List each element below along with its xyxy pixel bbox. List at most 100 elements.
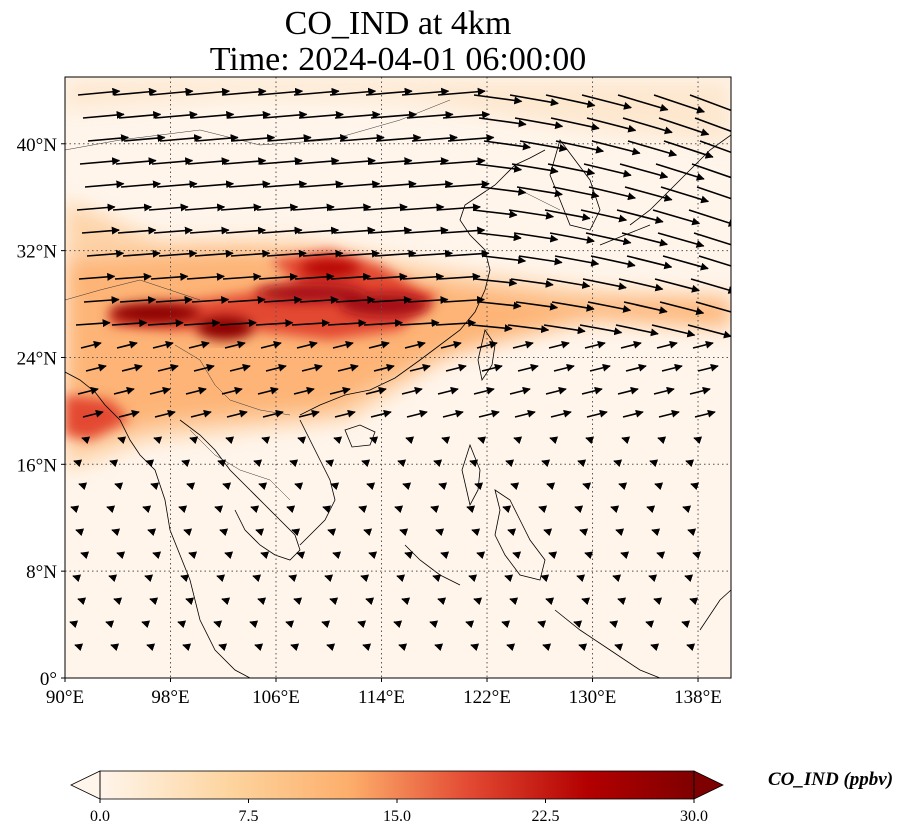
wind-arrow	[537, 620, 547, 629]
wind-arrow	[541, 459, 551, 468]
wind-arrow	[375, 134, 422, 142]
wind-arrow	[222, 482, 232, 491]
wind-arrow	[399, 319, 440, 328]
wind-arrow	[509, 597, 519, 606]
wind-arrow	[651, 324, 696, 338]
wind-arrow	[406, 110, 454, 119]
wind-arrow	[365, 386, 387, 395]
wind-arrow	[609, 620, 619, 629]
wind-arrow	[149, 87, 194, 96]
wind-arrow	[686, 643, 696, 652]
wind-arrow	[621, 232, 668, 247]
wind-arrow	[255, 528, 265, 537]
wind-arrow	[333, 436, 343, 445]
wind-arrow	[156, 180, 198, 189]
wind-arrow	[581, 597, 591, 606]
wind-arrow	[698, 255, 731, 267]
wind-arrow	[410, 249, 454, 258]
wind-arrow	[262, 110, 308, 119]
wind-arrow	[438, 482, 448, 491]
wind-arrow	[587, 301, 632, 313]
wind-arrow	[302, 249, 344, 258]
wind-arrow	[653, 386, 675, 395]
wind-arrow	[291, 319, 330, 328]
wind-arrow	[550, 409, 572, 418]
wind-arrow	[152, 551, 162, 560]
wind-arrow	[301, 363, 323, 372]
wind-arrow	[517, 363, 539, 372]
wind-arrow	[585, 436, 595, 445]
wind-arrow	[286, 505, 296, 514]
wind-arrow	[152, 340, 174, 349]
wind-arrow	[75, 319, 111, 328]
wind-arrow	[433, 459, 443, 468]
wind-arrow	[339, 134, 385, 142]
wind-arrow	[506, 643, 516, 652]
wind-arrow	[369, 436, 379, 445]
wind-arrow	[294, 482, 304, 491]
colorbar-min-extend	[70, 770, 101, 800]
wind-arrow	[403, 157, 449, 166]
wind-arrow	[612, 574, 622, 583]
wind-arrow	[150, 272, 189, 281]
wind-arrow	[219, 319, 257, 328]
wind-arrow	[149, 597, 159, 606]
wind-arrow	[213, 620, 223, 629]
wind-arrow	[694, 117, 731, 133]
wind-arrow	[362, 643, 372, 652]
wind-arrow	[470, 643, 480, 652]
wind-arrow	[436, 203, 481, 212]
colorbar-tick-label: 15.0	[383, 808, 411, 825]
wind-arrow	[119, 296, 157, 304]
wind-arrow	[299, 295, 339, 304]
wind-arrow	[78, 272, 116, 281]
wind-arrow	[290, 643, 300, 652]
wind-arrow	[615, 528, 625, 537]
wind-arrow	[260, 551, 270, 560]
wind-arrow	[581, 386, 603, 395]
wind-arrow	[478, 117, 527, 128]
wind-arrow	[682, 505, 692, 514]
wind-arrow	[295, 157, 340, 166]
wind-arrow	[262, 409, 284, 418]
wind-arrow	[441, 436, 451, 445]
wind-arrow	[321, 620, 331, 629]
wind-arrow	[371, 295, 412, 304]
wind-arrow	[181, 459, 191, 468]
wind-arrow	[588, 186, 636, 201]
wind-arrow	[661, 363, 683, 372]
wind-arrow	[441, 226, 486, 235]
wind-arrow	[513, 232, 559, 243]
wind-arrow	[509, 94, 559, 107]
wind-arrow	[610, 505, 620, 514]
wind-arrow	[626, 255, 673, 270]
wind-arrow	[218, 643, 228, 652]
wind-arrow	[477, 436, 487, 445]
wind-arrow	[472, 209, 518, 219]
wind-arrow	[401, 87, 450, 96]
wind-arrow	[221, 597, 231, 606]
wind-arrow	[439, 157, 486, 166]
wind-arrow	[80, 551, 90, 560]
wind-arrow	[83, 296, 120, 305]
wind-arrow	[405, 226, 449, 235]
wind-arrow	[105, 620, 115, 629]
wind-arrow	[82, 409, 104, 418]
wind-arrow	[651, 528, 661, 537]
wind-arrow	[361, 459, 371, 468]
colorbar-tick-label: 22.5	[532, 808, 560, 825]
wind-arrow	[146, 643, 156, 652]
wind-arrow	[326, 643, 336, 652]
wind-arrow	[188, 340, 210, 349]
wind-arrow	[190, 409, 212, 418]
map-frame	[64, 76, 732, 679]
wind-arrow	[576, 574, 586, 583]
wind-arrow	[543, 324, 586, 335]
wind-arrow	[692, 340, 714, 349]
wind-arrow	[189, 436, 199, 445]
lat-tick-label: 32°N	[17, 242, 58, 263]
wind-arrow	[699, 140, 731, 154]
lat-tick-label: 40°N	[17, 135, 58, 156]
wind-arrow	[684, 574, 694, 583]
wind-arrow	[74, 643, 84, 652]
